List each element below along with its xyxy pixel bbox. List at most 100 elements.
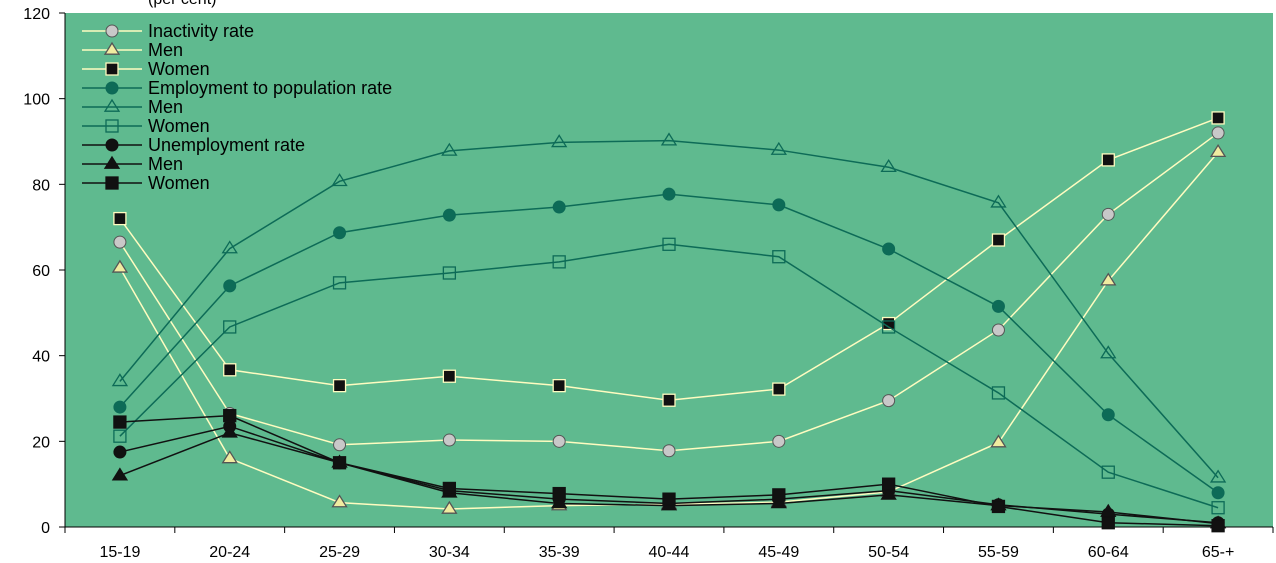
data-point	[662, 393, 676, 407]
data-point	[990, 434, 1007, 448]
data-point	[880, 486, 897, 500]
data-point	[441, 142, 458, 156]
data-point	[1211, 519, 1225, 533]
legend-label: Men	[148, 97, 183, 117]
data-point	[772, 488, 786, 502]
data-point	[113, 211, 127, 226]
x-tick-label: 65-+	[1202, 544, 1234, 561]
data-point	[1211, 486, 1225, 500]
data-point	[332, 456, 347, 470]
data-point	[111, 373, 129, 387]
y-tick-label: 80	[32, 177, 50, 194]
data-point	[223, 320, 237, 334]
data-point	[113, 445, 127, 459]
data-point	[442, 481, 457, 496]
data-point	[881, 320, 896, 334]
x-tick-label: 50-54	[868, 544, 909, 561]
data-point	[1209, 143, 1227, 158]
y-tick-label: 120	[23, 6, 50, 23]
data-point	[111, 467, 129, 481]
data-point	[882, 242, 896, 256]
y-tick-label: 100	[23, 92, 50, 109]
data-point	[880, 158, 897, 173]
data-point	[772, 382, 786, 396]
legend-marker	[105, 138, 119, 152]
data-point	[991, 299, 1005, 313]
series-8	[113, 408, 1225, 533]
data-point	[991, 386, 1006, 400]
x-axis: 15-19 20-24 25-29 30-34 35-39 40-44 45-49 50-54…	[64, 526, 1274, 561]
data-point	[223, 279, 237, 293]
legend-label: Employment to population rate	[148, 78, 392, 98]
data-point	[113, 400, 127, 414]
data-point	[442, 369, 457, 383]
data-point	[1101, 465, 1115, 479]
y-axis: 0 20 40 60 80 100 120	[23, 6, 66, 537]
y-tick-label: 20	[32, 434, 50, 451]
data-point	[552, 255, 566, 269]
series-5	[113, 237, 1225, 515]
data-point	[1101, 207, 1115, 221]
data-point	[442, 266, 457, 280]
data-point	[332, 276, 347, 290]
x-tick-label: 30-34	[429, 544, 470, 561]
y-tick-label: 40	[32, 349, 50, 366]
legend-item: Men	[82, 40, 183, 60]
legend-item: Men	[82, 97, 183, 117]
series-layer	[111, 111, 1227, 533]
x-tick-label: 20-24	[209, 544, 250, 561]
legend-marker	[103, 41, 121, 55]
legend-item: Women	[82, 59, 210, 79]
data-point	[332, 378, 347, 393]
x-tick-label: 45-49	[758, 544, 799, 561]
y-tick-label: 0	[41, 520, 50, 537]
data-point	[113, 429, 127, 443]
data-point	[991, 233, 1006, 247]
data-point	[770, 141, 787, 155]
data-point	[221, 240, 238, 254]
data-point	[1101, 516, 1115, 530]
series-line	[119, 139, 1219, 479]
series-line	[119, 243, 1219, 509]
data-point	[223, 408, 237, 423]
legend-marker	[103, 98, 121, 112]
x-tick-label: 35-39	[539, 544, 580, 561]
data-point	[1209, 469, 1227, 483]
legend-label: Inactivity rate	[148, 21, 254, 41]
legend-label: Men	[148, 40, 183, 60]
x-tick-label: 25-29	[319, 544, 360, 561]
y-tick-label: 60	[32, 263, 50, 280]
data-point	[552, 486, 566, 501]
data-point	[442, 433, 456, 447]
data-point	[333, 226, 347, 240]
data-point	[772, 250, 786, 264]
legend-marker	[105, 81, 119, 95]
series-2	[113, 111, 1225, 407]
data-point	[442, 208, 456, 222]
data-point	[221, 450, 238, 464]
data-point	[223, 363, 237, 377]
data-point	[660, 132, 678, 146]
data-point	[331, 494, 348, 508]
data-point	[113, 415, 127, 429]
data-point	[662, 187, 676, 201]
legend-item: Women	[82, 173, 210, 193]
data-point	[331, 173, 348, 187]
data-point	[333, 438, 347, 452]
data-point	[551, 134, 568, 148]
data-point	[772, 198, 786, 212]
x-tick-label: 15-19	[99, 544, 140, 561]
legend-item: Women	[82, 116, 210, 136]
legend-label: Unemployment rate	[148, 135, 305, 155]
legend-label: Women	[148, 59, 210, 79]
series-4	[111, 132, 1227, 483]
legend-item: Unemployment rate	[82, 135, 305, 155]
data-point	[1101, 408, 1115, 422]
legend-item: Inactivity rate	[82, 21, 254, 41]
data-point	[991, 323, 1005, 337]
legend-marker	[105, 24, 119, 38]
legend-label: Women	[148, 173, 210, 193]
data-point	[882, 394, 896, 408]
